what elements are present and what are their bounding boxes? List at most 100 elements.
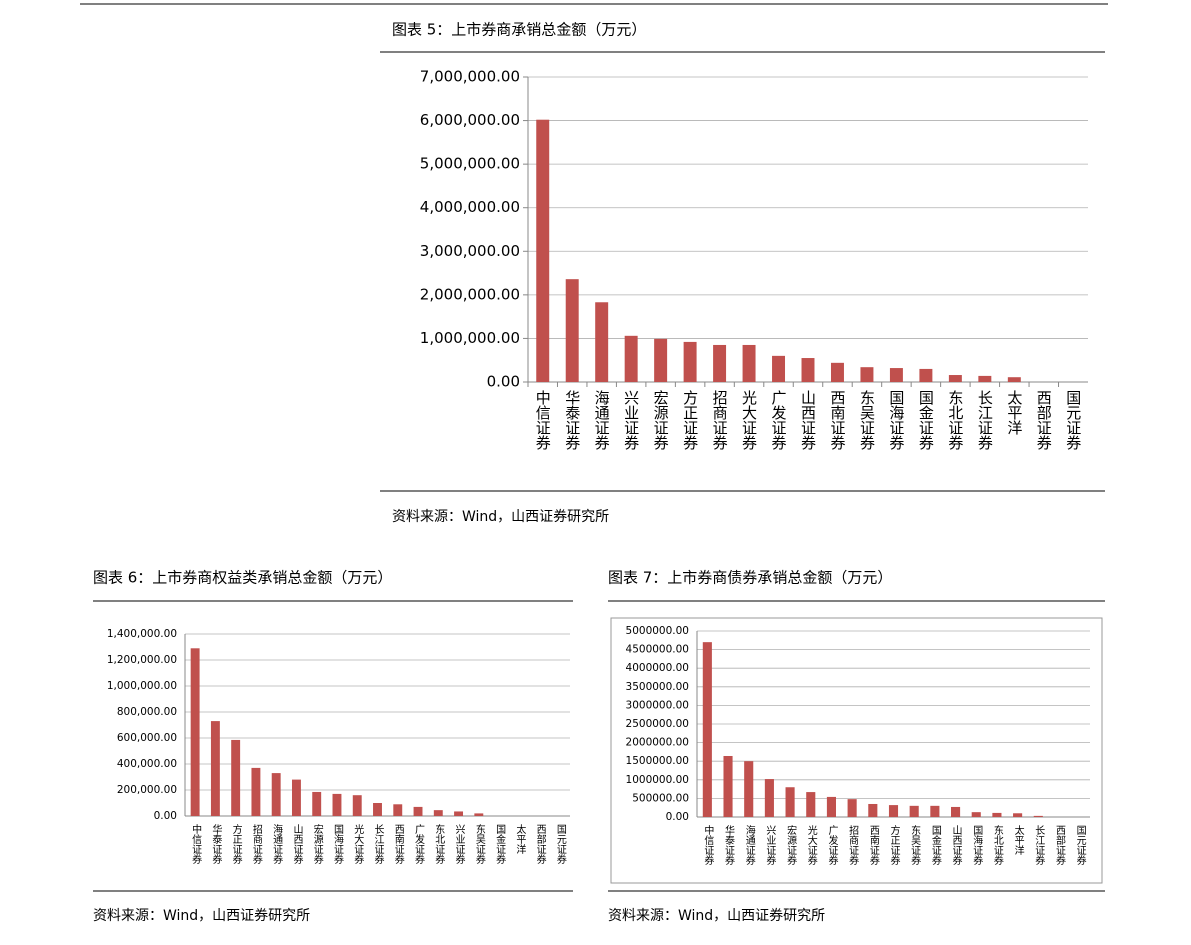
x-tick-label: 华泰证券 (723, 824, 735, 866)
bar (413, 806, 423, 816)
chart-title: 图表 7：上市券商债券承销总金额（万元） (608, 569, 892, 587)
x-tick-label: 西南证券 (867, 825, 879, 866)
bar (744, 761, 754, 817)
y-tick-label: 1,200,000.00 (107, 654, 177, 666)
bar (948, 375, 962, 382)
x-tick-label: 国海证券 (971, 825, 983, 866)
bar (565, 279, 579, 382)
x-tick-label: 东吴证券 (473, 823, 485, 865)
bar (312, 791, 322, 816)
y-tick-label: 2,000,000.00 (420, 285, 520, 303)
bar (889, 368, 903, 382)
bar (595, 302, 609, 382)
y-tick-label: 800,000.00 (117, 706, 177, 718)
x-tick-label: 东吴证券 (858, 390, 876, 451)
bar (785, 787, 795, 817)
y-tick-label: 3,000,000.00 (420, 242, 520, 260)
x-tick-label: 兴业证券 (453, 824, 465, 865)
x-tick-label: 兴业证券 (622, 390, 640, 451)
y-tick-label: 4,000,000.00 (420, 198, 520, 216)
y-tick-label: 0.00 (666, 811, 689, 823)
y-tick-label: 3500000.00 (626, 681, 689, 693)
bar (231, 739, 241, 816)
chart-title: 图表 5：上市券商承销总金额（万元） (392, 21, 646, 39)
y-tick-label: 6,000,000.00 (420, 111, 520, 129)
bar (702, 642, 712, 817)
x-tick-label: 国金证券 (917, 390, 935, 451)
bar (992, 812, 1002, 817)
y-tick-label: 4500000.00 (626, 644, 689, 656)
bar (951, 806, 961, 817)
x-tick-label: 国海证券 (331, 824, 343, 865)
x-tick-label: 山西证券 (950, 825, 962, 866)
bar (909, 805, 919, 817)
x-tick-label: 方正证券 (888, 824, 900, 866)
x-tick-label: 广发证券 (413, 824, 425, 865)
bar (830, 362, 844, 382)
bar (393, 804, 403, 816)
bar (433, 810, 443, 816)
y-tick-label: 0.00 (487, 373, 520, 391)
x-tick-label: 东北证券 (991, 824, 1003, 866)
x-tick-label: 光大证券 (352, 823, 364, 865)
bar (373, 803, 382, 816)
x-tick-label: 长江证券 (976, 390, 994, 451)
y-tick-label: 500000.00 (632, 792, 689, 804)
y-tick-label: 1000000.00 (626, 774, 689, 786)
bar (713, 344, 727, 382)
x-tick-label: 宏源证券 (311, 823, 323, 865)
y-tick-label: 5,000,000.00 (420, 155, 520, 173)
x-tick-label: 光大证券 (740, 390, 758, 451)
y-tick-label: 400,000.00 (117, 758, 177, 770)
x-tick-label: 招商证券 (711, 390, 729, 451)
bar (801, 358, 815, 382)
y-tick-label: 1,400,000.00 (107, 628, 177, 640)
y-tick-label: 0.00 (154, 810, 177, 822)
x-tick-label: 招商证券 (847, 824, 859, 866)
x-tick-label: 光大证券 (805, 824, 817, 866)
x-tick-label: 招商证券 (250, 823, 262, 865)
bar (971, 812, 981, 817)
x-tick-label: 国元证券 (554, 824, 566, 865)
bar (454, 811, 464, 816)
x-tick-label: 海通证券 (593, 390, 611, 451)
bar (474, 813, 484, 816)
bar (1033, 815, 1043, 817)
bar (683, 341, 697, 382)
x-tick-label: 长江证券 (1033, 825, 1045, 866)
bar (1013, 813, 1023, 817)
x-tick-label: 西部证券 (1053, 825, 1065, 866)
x-tick-label: 长江证券 (372, 824, 384, 865)
bar (764, 779, 774, 817)
bar (291, 779, 301, 816)
bar (536, 119, 550, 382)
y-tick-label: 1,000,000.00 (107, 680, 177, 692)
x-tick-label: 太平洋 (1012, 824, 1024, 856)
bar (332, 793, 342, 816)
bar (654, 338, 668, 382)
x-tick-label: 中信证券 (190, 823, 202, 865)
x-tick-label: 兴业证券 (764, 825, 776, 866)
x-tick-label: 华泰证券 (563, 390, 581, 451)
x-tick-label: 广发证券 (770, 390, 788, 451)
x-tick-label: 东北证券 (946, 390, 964, 451)
bar (919, 368, 933, 382)
chart-title: 图表 6：上市券商权益类承销总金额（万元） (93, 569, 392, 587)
bar (806, 792, 816, 817)
x-tick-label: 西部证券 (1035, 390, 1053, 451)
bar (352, 795, 362, 816)
bar (888, 805, 899, 817)
bar (860, 367, 874, 382)
x-tick-label: 东北证券 (433, 823, 445, 865)
x-tick-label: 西南证券 (828, 390, 846, 451)
y-tick-label: 600,000.00 (117, 732, 177, 744)
x-tick-label: 山西证券 (291, 824, 303, 865)
x-tick-label: 中信证券 (702, 824, 714, 866)
x-tick-label: 海通证券 (271, 823, 283, 865)
x-tick-label: 方正证券 (230, 823, 242, 865)
bar (210, 721, 220, 816)
x-tick-label: 西南证券 (392, 824, 404, 865)
bar (190, 648, 200, 816)
x-tick-label: 山西证券 (799, 390, 817, 451)
x-tick-label: 方正证券 (681, 390, 699, 451)
